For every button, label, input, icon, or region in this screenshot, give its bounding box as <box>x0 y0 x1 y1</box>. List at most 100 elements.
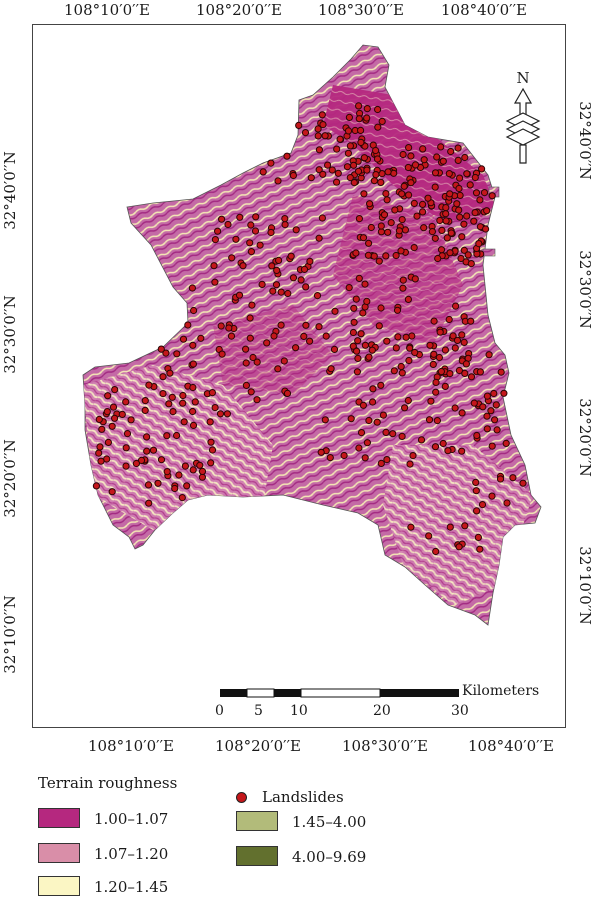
landslide-point <box>491 416 499 424</box>
landslide-point <box>227 332 236 340</box>
bottom-axis-label-4: 108°40′0′′E <box>468 737 554 755</box>
landslide-point <box>425 532 433 540</box>
landslide-point <box>431 183 439 191</box>
landslide-point <box>404 295 412 303</box>
map-canvas[interactable]: N <box>33 25 566 728</box>
landslide-point <box>399 150 407 159</box>
legend-swatch-4 <box>236 811 278 831</box>
landslide-point <box>349 328 357 337</box>
landslide-point <box>355 115 363 123</box>
landslide-point <box>181 462 189 470</box>
landslide-point <box>307 174 315 182</box>
landslide-point <box>455 543 463 551</box>
landslide-point <box>246 239 254 247</box>
landslide-point <box>377 228 385 236</box>
landslide-point <box>492 401 500 409</box>
landslide-point <box>354 167 363 175</box>
landslide-point <box>420 156 428 164</box>
landslide-point <box>456 213 464 221</box>
landslide-point <box>189 466 197 474</box>
landslide-point <box>458 409 466 417</box>
landslide-point <box>270 332 278 340</box>
landslide-point <box>503 499 511 507</box>
landslide-point <box>410 199 418 207</box>
landslide-point <box>218 215 226 223</box>
landslide-point <box>256 241 264 249</box>
landslide-point <box>449 332 457 340</box>
landslide-point <box>460 338 468 346</box>
landslide-point <box>377 381 385 389</box>
landslide-point <box>169 408 177 416</box>
landslide-point <box>315 166 323 174</box>
landslide-point <box>354 337 362 345</box>
landslide-point <box>370 177 378 185</box>
landslide-point <box>232 235 240 243</box>
landslide-point <box>275 256 283 264</box>
landslide-point <box>476 368 484 376</box>
landslide-point <box>179 399 187 407</box>
landslide-point <box>402 333 410 341</box>
landslide-point <box>445 170 453 178</box>
landslide-point <box>446 249 454 257</box>
map-frame[interactable]: N <box>32 24 566 728</box>
right-axis-label-4: 32°10′0′′N <box>575 546 594 625</box>
landslide-point <box>280 357 288 365</box>
landslide-point <box>196 461 204 469</box>
landslide-point <box>461 369 469 377</box>
landslide-point <box>166 369 174 377</box>
landslide-point <box>211 404 219 412</box>
landslide-point <box>454 144 462 152</box>
landslide-point <box>419 200 427 208</box>
landslide-point <box>123 430 132 438</box>
landslide-point <box>439 157 447 165</box>
landslide-point <box>165 400 173 408</box>
landslide-point <box>252 213 260 221</box>
landslide-point <box>367 223 375 232</box>
landslide-point <box>318 214 326 222</box>
landslide-point <box>478 165 486 173</box>
landslide-point <box>313 292 322 300</box>
landslide-point <box>210 262 218 270</box>
landslide-point <box>463 212 471 220</box>
landslide-point <box>357 330 365 338</box>
landslide-point <box>324 161 332 169</box>
landslide-point <box>369 398 377 406</box>
landslide-point <box>384 228 392 236</box>
landslide-point <box>302 321 310 329</box>
landslide-point <box>188 284 196 292</box>
landslide-point <box>456 174 464 182</box>
landslide-point <box>127 416 135 424</box>
landslide-point <box>375 322 383 330</box>
landslide-point <box>437 246 446 254</box>
landslide-point <box>314 125 322 133</box>
legend-label-4: 1.45–4.00 <box>292 813 367 831</box>
landslide-point <box>355 444 363 452</box>
landslide-point <box>483 412 491 420</box>
landslide-point <box>258 280 266 288</box>
landslide-point <box>218 350 226 358</box>
landslide-point <box>236 213 244 221</box>
right-axis-label-2: 32°30′0′′N <box>575 250 594 329</box>
landslide-point <box>353 368 361 376</box>
landslide-point <box>273 266 281 274</box>
landslide-point <box>392 251 400 260</box>
landslide-point <box>368 346 376 354</box>
landslide-point <box>467 260 475 268</box>
landslide-point <box>419 145 427 153</box>
landslide-point <box>179 335 188 343</box>
landslide-point <box>321 132 329 140</box>
landslide-point <box>407 523 415 531</box>
landslide-point <box>453 200 461 208</box>
landslide-point <box>420 224 428 232</box>
landslide-point <box>410 244 418 252</box>
landslide-point <box>382 190 390 198</box>
landslide-point <box>394 333 402 341</box>
landslide-point <box>417 436 426 444</box>
landslide-point <box>436 328 444 336</box>
landslide-point <box>424 194 432 202</box>
landslide-point <box>366 200 374 208</box>
landslide-point <box>458 331 466 339</box>
landslide-point <box>302 283 310 291</box>
landslide-point <box>284 289 292 298</box>
landslide-point <box>432 378 440 386</box>
